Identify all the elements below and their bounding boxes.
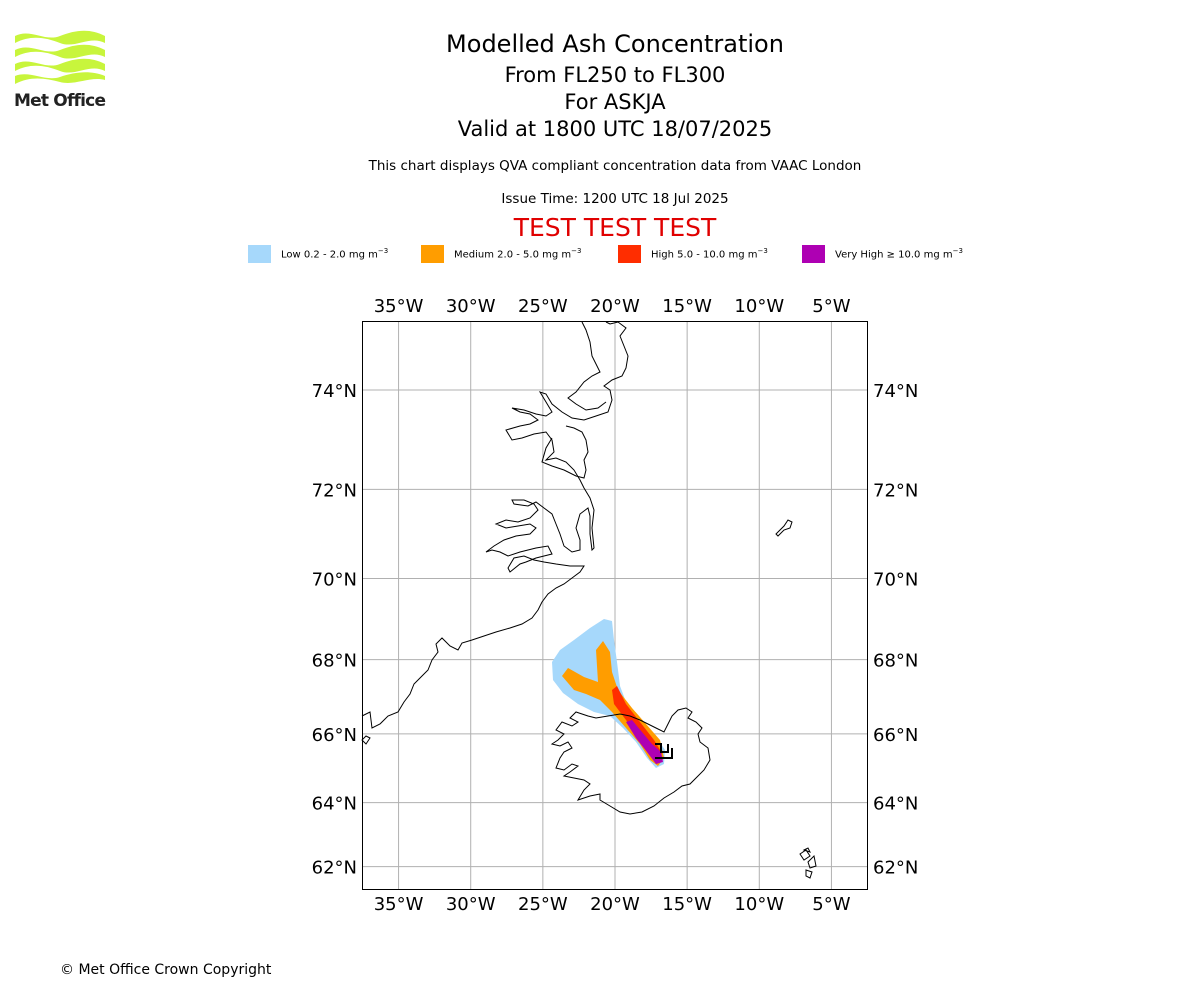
lon-tick-label: 20°W: [590, 296, 640, 317]
legend-item-high: High 5.0 - 10.0 mg m−3: [618, 244, 768, 264]
iceland-coast: [550, 707, 711, 815]
lat-tick-label: 74°N: [312, 381, 357, 402]
lat-tick-label: 64°N: [873, 794, 918, 815]
legend-item-low: Low 0.2 - 2.0 mg m−3: [248, 244, 388, 264]
logo-text: Met Office: [14, 91, 106, 111]
lon-tick-label: 25°W: [518, 894, 568, 915]
legend-label-low: Low 0.2 - 2.0 mg m: [281, 249, 378, 261]
lon-tick-label: 30°W: [446, 894, 496, 915]
volcano-name: For ASKJA: [564, 90, 666, 114]
met-office-logo: Met Office: [14, 30, 110, 112]
lat-tick-label: 66°N: [873, 725, 918, 746]
greenland-coast-north: [567, 321, 607, 411]
lon-tick-label: 10°W: [734, 894, 784, 915]
lon-tick-label: 35°W: [374, 296, 424, 317]
greenland-inlet: [541, 425, 589, 479]
legend-swatch-low: [248, 245, 271, 263]
lon-tick-label: 35°W: [374, 894, 424, 915]
legend-exponent: −3: [757, 247, 768, 256]
test-banner: TEST TEST TEST: [513, 213, 717, 242]
legend-exponent: −3: [571, 247, 582, 256]
lat-tick-label: 64°N: [312, 794, 357, 815]
lon-tick-label: 5°W: [812, 894, 850, 915]
lat-tick-label: 72°N: [873, 480, 918, 501]
lon-tick-label: 30°W: [446, 296, 496, 317]
lon-tick-label: 5°W: [812, 296, 850, 317]
legend-label-medium: Medium 2.0 - 5.0 mg m: [454, 249, 572, 261]
lat-tick-label: 68°N: [312, 651, 357, 672]
legend-item-medium: Medium 2.0 - 5.0 mg m−3: [421, 244, 581, 264]
lat-tick-label: 62°N: [312, 858, 357, 879]
faroe-islands-coast: [799, 847, 817, 879]
lon-tick-label: 15°W: [662, 894, 712, 915]
lat-tick-label: 70°N: [873, 570, 918, 591]
legend-item-very-high: Very High ≥ 10.0 mg m−3: [802, 244, 963, 264]
legend-label-high: High 5.0 - 10.0 mg m: [651, 249, 758, 261]
lon-tick-label: 15°W: [662, 296, 712, 317]
lon-tick-label: 10°W: [734, 296, 784, 317]
lat-tick-label: 62°N: [873, 858, 918, 879]
lat-tick-label: 70°N: [312, 570, 357, 591]
greenland-small-coast: [361, 735, 371, 745]
legend-label-very-high: Very High ≥ 10.0 mg m: [835, 249, 953, 261]
legend-swatch-very-high: [802, 245, 825, 263]
graticule: [362, 321, 868, 890]
issue-time: Issue Time: 1200 UTC 18 Jul 2025: [501, 191, 729, 207]
legend-swatch-high: [618, 245, 641, 263]
flight-levels: From FL250 to FL300: [504, 63, 726, 87]
volcano-marker: [655, 743, 673, 759]
legend-swatch-medium: [421, 245, 444, 263]
ash-map: 35°W 35°W 30°W 30°W 25°W 25°W 20°W 20°W 15°W 15°W…: [312, 296, 919, 915]
chart-description: This chart displays QVA compliant concen…: [368, 158, 862, 174]
coastlines: [361, 321, 817, 879]
jan-mayen-coast: [775, 519, 793, 537]
axis-labels: 35°W 35°W 30°W 30°W 25°W 25°W 20°W 20°W 15°W 15°W…: [312, 296, 919, 915]
met-office-waves-icon: [15, 30, 105, 84]
legend-exponent: −3: [377, 247, 389, 256]
lat-tick-label: 72°N: [312, 480, 357, 501]
copyright: © Met Office Crown Copyright: [60, 962, 272, 978]
ash-very-high-area: [626, 720, 663, 764]
lon-tick-label: 25°W: [518, 296, 568, 317]
greenland-coast: [361, 321, 629, 729]
valid-time: Valid at 1800 UTC 18/07/2025: [457, 117, 773, 141]
lat-tick-label: 66°N: [312, 725, 357, 746]
legend: Low 0.2 - 2.0 mg m−3 Medium 2.0 - 5.0 mg…: [0, 244, 1200, 264]
map-frame: [362, 321, 868, 890]
lat-tick-label: 68°N: [873, 651, 918, 672]
legend-exponent: −3: [952, 247, 963, 256]
lat-tick-label: 74°N: [873, 381, 918, 402]
lon-tick-label: 20°W: [590, 894, 640, 915]
chart-title: Modelled Ash Concentration: [446, 30, 784, 58]
